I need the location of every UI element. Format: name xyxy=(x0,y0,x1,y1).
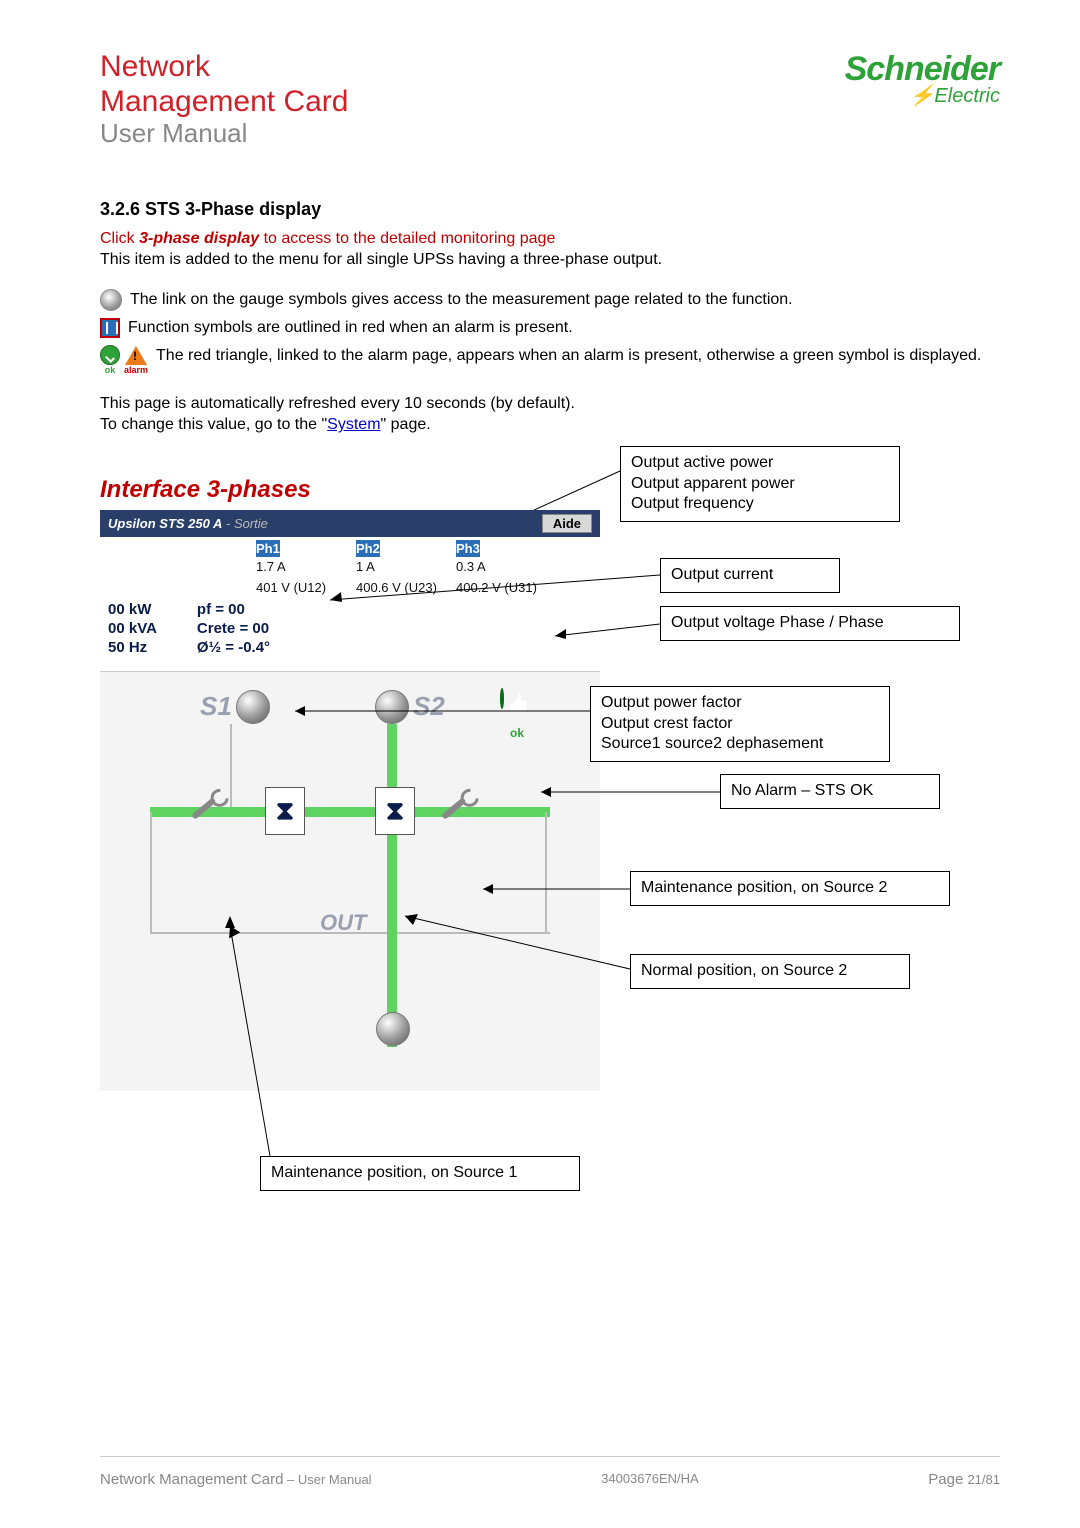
change-suffix: " page. xyxy=(381,416,431,433)
callout-maint-s1: Maintenance position, on Source 1 xyxy=(260,1156,580,1191)
wrench-left-icon xyxy=(183,785,228,830)
title-line1: Network xyxy=(100,50,348,85)
callout-normal-s2: Normal position, on Source 2 xyxy=(630,954,910,989)
click-suffix: to access to the detailed monitoring pag… xyxy=(259,230,555,247)
arrow-c5 xyxy=(536,786,726,806)
s1-gauge-icon[interactable] xyxy=(236,690,270,724)
ok-alarm-icons: ok alarm xyxy=(100,345,148,375)
function-alarm-icon xyxy=(100,318,120,338)
out-label: OUT xyxy=(320,910,366,936)
callout-no-alarm: No Alarm – STS OK xyxy=(720,774,940,809)
arrow-c2 xyxy=(325,572,665,612)
arrow-c4 xyxy=(290,701,595,721)
ph1-label: Ph1 xyxy=(256,540,280,557)
subtitle: User Manual xyxy=(100,119,348,149)
wrench-right-icon xyxy=(433,785,478,830)
redbox-text: Function symbols are outlined in red whe… xyxy=(128,317,573,339)
ok-label: ok xyxy=(510,726,524,740)
sts-diagram: S1 S2 ok ⧗ ⧗ OUT xyxy=(100,671,600,1091)
footer-title: Network Management Card xyxy=(100,1471,283,1488)
intro-line2: This item is added to the menu for all s… xyxy=(100,249,1000,271)
left-metrics: 00 kW 00 kVA 50 Hz xyxy=(108,600,157,657)
gauge-icon xyxy=(100,289,122,311)
switch-s1[interactable]: ⧗ xyxy=(265,787,305,835)
page-footer: Network Management Card – User Manual 34… xyxy=(100,1456,1000,1488)
out-gauge-icon[interactable] xyxy=(376,1012,410,1046)
click-link[interactable]: 3-phase display xyxy=(139,230,259,247)
arrow-c8 xyxy=(225,916,295,1161)
callout-output-voltage: Output voltage Phase / Phase xyxy=(660,606,960,641)
ph2-label: Ph2 xyxy=(356,540,380,557)
switch-s2[interactable]: ⧗ xyxy=(375,787,415,835)
brand-logo: Schneider ⚡Electric xyxy=(845,50,1000,108)
alarm-text: The red triangle, linked to the alarm pa… xyxy=(156,345,1000,367)
section-heading: 3.2.6 STS 3-Phase display xyxy=(100,199,1000,220)
change-prefix: To change this value, go to the " xyxy=(100,416,327,433)
panel-titlebar: Upsilon STS 250 A - Sortie Aide xyxy=(100,510,600,537)
arrow-c7 xyxy=(400,911,635,981)
arrow-c3 xyxy=(550,621,665,641)
mid-metrics: pf = 00 Crete = 00 Ø½ = -0.4° xyxy=(197,600,270,657)
refresh-text: This page is automatically refreshed eve… xyxy=(100,393,1000,415)
footer-page-num: 21/81 xyxy=(967,1472,1000,1487)
help-button[interactable]: Aide xyxy=(542,514,592,533)
callout-output-current: Output current xyxy=(660,558,840,593)
doc-title: Network Management Card User Manual xyxy=(100,50,348,149)
footer-page-label: Page xyxy=(928,1471,967,1488)
system-link[interactable]: System xyxy=(327,416,380,433)
s1-label: S1 xyxy=(200,691,232,722)
arrow-c6 xyxy=(478,884,638,904)
ph3-label: Ph3 xyxy=(456,540,480,557)
click-prefix: Click xyxy=(100,230,139,247)
callout-factors: Output power factor Output crest factor … xyxy=(590,686,890,762)
gauge-text: The link on the gauge symbols gives acce… xyxy=(130,289,793,311)
title-line2: Management Card xyxy=(100,85,348,120)
footer-docnum: 34003676EN/HA xyxy=(601,1471,699,1488)
ok-icon xyxy=(100,345,120,365)
alarm-icon xyxy=(125,346,147,365)
callout-output-power: Output active power Output apparent powe… xyxy=(620,446,900,522)
callout-maint-s2: Maintenance position, on Source 2 xyxy=(630,871,950,906)
